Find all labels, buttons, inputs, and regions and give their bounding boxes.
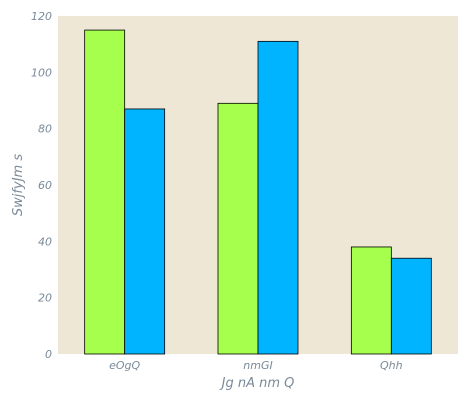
x-tick-label: nmGI	[243, 359, 272, 372]
bar-eOgQ-series-1	[84, 29, 126, 355]
y-tick-label: 20	[38, 292, 52, 305]
bar-Qhh-series-2	[390, 257, 432, 355]
y-tick-label: 120	[31, 10, 52, 23]
y-tick-label: 100	[31, 66, 52, 79]
x-axis-label: Jg nA nm Q	[219, 376, 295, 391]
bar-nmGI-series-2	[257, 40, 299, 355]
y-tick-label: 60	[38, 179, 52, 192]
x-tick-labels: eOgQ nmGI Qhh	[109, 359, 403, 372]
bar-eOgQ-series-2	[124, 108, 166, 355]
y-tick-label: 40	[38, 235, 52, 248]
bar-Qhh-series-1	[350, 246, 392, 355]
bar-nmGI-series-1	[217, 102, 259, 355]
bars-group	[84, 29, 432, 355]
y-axis-label: SwjfyJm s	[11, 154, 26, 216]
y-tick-label: 80	[38, 123, 52, 136]
y-tick-label: 0	[45, 348, 52, 361]
x-tick-label: eOgQ	[109, 359, 140, 372]
y-tick-labels: 0 20 40 60 80 100 120	[31, 10, 52, 361]
x-tick-label: Qhh	[380, 359, 403, 372]
